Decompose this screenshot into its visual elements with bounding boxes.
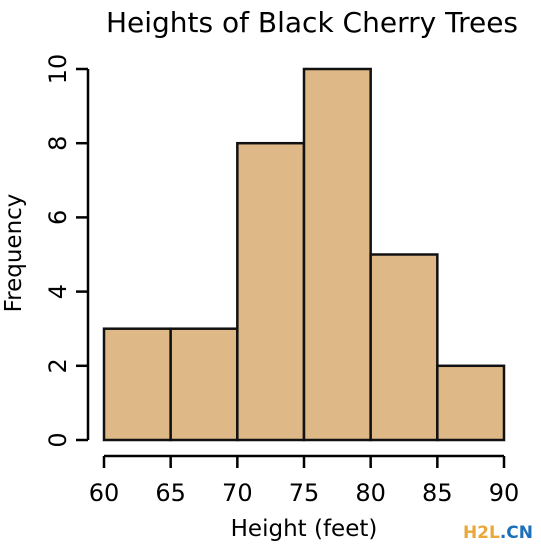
y-axis: 0 2 4 6 8 10 xyxy=(44,54,90,448)
x-tick-label: 75 xyxy=(289,479,320,507)
bar-80-85 xyxy=(369,253,439,442)
x-tick-label: 65 xyxy=(155,479,186,507)
watermark-logo: H2L.CN xyxy=(463,523,533,543)
y-tick-label: 10 xyxy=(44,54,72,85)
x-tick-label: 60 xyxy=(89,479,120,507)
bar-75-80 xyxy=(302,67,372,442)
watermark-main: H2L xyxy=(462,523,500,543)
bars-group xyxy=(102,67,506,442)
y-tick-label: 4 xyxy=(44,284,72,299)
x-tick-label: 80 xyxy=(355,479,386,507)
x-tick-label: 70 xyxy=(222,479,253,507)
bar-60-65 xyxy=(102,327,172,442)
y-axis-title: Frequency xyxy=(1,194,27,313)
y-tick-label: 8 xyxy=(44,136,72,151)
chart-title: Heights of Black Cherry Trees xyxy=(106,6,518,39)
y-tick-label: 6 xyxy=(44,210,72,225)
y-tick-label: 2 xyxy=(44,358,72,373)
bar-70-75 xyxy=(236,141,306,442)
x-tick-label: 90 xyxy=(489,479,520,507)
x-axis-title: Height (feet) xyxy=(231,516,378,542)
x-tick-label: 85 xyxy=(422,479,453,507)
bar-85-90 xyxy=(436,364,506,442)
bar-65-70 xyxy=(169,327,239,442)
y-tick-label: 0 xyxy=(44,432,72,447)
x-axis: 60 65 70 75 80 85 90 xyxy=(89,454,520,507)
watermark-suffix: .CN xyxy=(499,523,533,543)
